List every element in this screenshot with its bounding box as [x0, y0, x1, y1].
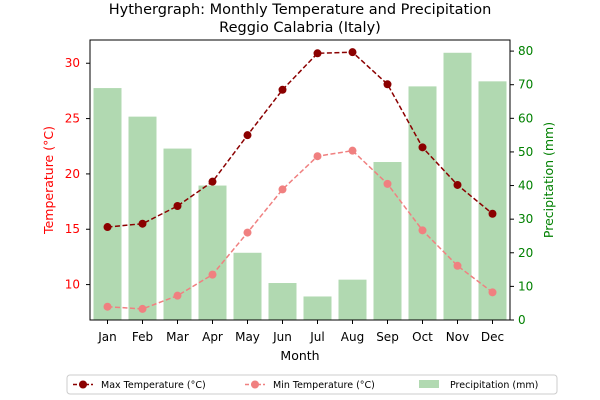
- min-temp-point-feb: [138, 304, 147, 313]
- legend-item-max: Max Temperature (°C): [73, 380, 206, 391]
- min-temp-point-dec: [488, 288, 497, 297]
- max-temp-point-aug: [348, 48, 357, 57]
- min-temp-point-nov: [453, 261, 462, 270]
- y-axis-right-label: Precipitation (mm): [541, 122, 556, 238]
- max-temp-point-oct: [418, 143, 427, 152]
- x-axis: Jan Feb Mar Apr May Jun Jul Aug Sep Oct Nov Dec: [97, 320, 504, 344]
- precip-bar-oct: [408, 86, 437, 320]
- precip-bar-aug: [338, 279, 367, 320]
- y-left-tick-label-10: 10: [65, 278, 80, 292]
- precip-bar-mar: [163, 148, 192, 320]
- x-tick-label-jan: Jan: [97, 330, 117, 344]
- y-right-tick-label-10: 10: [518, 279, 533, 293]
- y-axis-left-label: Temperature (°C): [41, 126, 56, 235]
- min-temp-point-apr: [208, 270, 217, 279]
- y-right-tick-label-80: 80: [518, 44, 533, 58]
- y-right-tick-label-60: 60: [518, 111, 533, 125]
- x-tick-label-apr: Apr: [202, 330, 223, 344]
- chart-subtitle: Reggio Calabria (Italy): [219, 20, 381, 36]
- x-tick-label-oct: Oct: [412, 330, 433, 344]
- max-temp-point-may: [243, 131, 252, 140]
- y-axis-right: 0 10 20 30 40 50 60 70 80: [510, 44, 533, 327]
- temperature-lines: [103, 48, 497, 313]
- legend-frame: [66, 374, 558, 395]
- max-temp-point-mar: [173, 202, 182, 211]
- x-axis-label: Month: [280, 348, 319, 363]
- min-temp-point-aug: [348, 146, 357, 155]
- x-tick-label-may: May: [235, 330, 260, 344]
- max-temp-point-feb: [138, 219, 147, 228]
- x-tick-label-nov: Nov: [446, 330, 469, 344]
- x-tick-label-jul: Jul: [309, 330, 324, 344]
- legend: Max Temperature (°C) Min Temperature (°C…: [66, 374, 558, 395]
- y-left-tick-label-20: 20: [65, 167, 80, 181]
- precip-bar-jan: [93, 88, 122, 320]
- y-right-tick-label-30: 30: [518, 212, 533, 226]
- plot-frame: [89, 39, 511, 321]
- y-right-tick-label-40: 40: [518, 179, 533, 193]
- min-temp-line: [107, 149, 493, 310]
- x-tick-label-feb: Feb: [132, 330, 153, 344]
- y-left-tick-label-15: 15: [65, 222, 80, 236]
- x-tick-label-aug: Aug: [341, 330, 364, 344]
- min-temp-point-sep: [383, 179, 392, 188]
- legend-max-marker: [79, 380, 87, 389]
- x-tick-label-dec: Dec: [481, 330, 504, 344]
- precip-bar-sep: [373, 162, 402, 320]
- y-left-tick-label-30: 30: [65, 56, 80, 70]
- x-tick-label-jun: Jun: [272, 330, 292, 344]
- y-left-tick-label-25: 25: [65, 112, 80, 126]
- precip-bar-jun: [268, 283, 297, 320]
- max-temp-point-nov: [453, 180, 462, 189]
- legend-min-label: Min Temperature (°C): [273, 380, 375, 391]
- legend-min-marker: [251, 380, 259, 389]
- min-temp-point-oct: [418, 226, 427, 235]
- min-temp-point-mar: [173, 291, 182, 300]
- precip-bar-apr: [198, 185, 227, 320]
- max-temp-point-dec: [488, 209, 497, 218]
- y-axis-left: 10 15 20 25 30: [65, 56, 90, 292]
- precip-bar-may: [233, 252, 262, 320]
- y-right-tick-label-50: 50: [518, 145, 533, 159]
- max-temp-point-apr: [208, 177, 217, 186]
- y-right-tick-label-70: 70: [518, 78, 533, 92]
- legend-precip-label: Precipitation (mm): [450, 380, 538, 391]
- precipitation-bars: [93, 52, 507, 321]
- y-right-tick-label-0: 0: [518, 313, 526, 327]
- max-temp-point-jun: [278, 85, 287, 94]
- min-temp-point-jul: [313, 152, 322, 161]
- legend-max-label: Max Temperature (°C): [101, 380, 206, 391]
- max-temp-point-jul: [313, 49, 322, 58]
- legend-precip-swatch: [419, 380, 439, 388]
- chart-title: Hythergraph: Monthly Temperature and Pre…: [109, 2, 492, 18]
- max-temp-point-jan: [103, 223, 112, 232]
- x-tick-label-sep: Sep: [376, 330, 399, 344]
- legend-item-precip: Precipitation (mm): [419, 380, 538, 391]
- x-tick-label-mar: Mar: [166, 330, 189, 344]
- y-right-tick-label-20: 20: [518, 246, 533, 260]
- legend-item-min: Min Temperature (°C): [245, 380, 375, 391]
- max-temp-line: [107, 51, 493, 228]
- precip-bar-dec: [478, 81, 507, 320]
- min-temp-point-may: [243, 228, 252, 237]
- max-temp-point-sep: [383, 80, 392, 89]
- min-temp-point-jun: [278, 185, 287, 194]
- min-temp-point-jan: [103, 302, 112, 311]
- precip-bar-jul: [303, 296, 332, 320]
